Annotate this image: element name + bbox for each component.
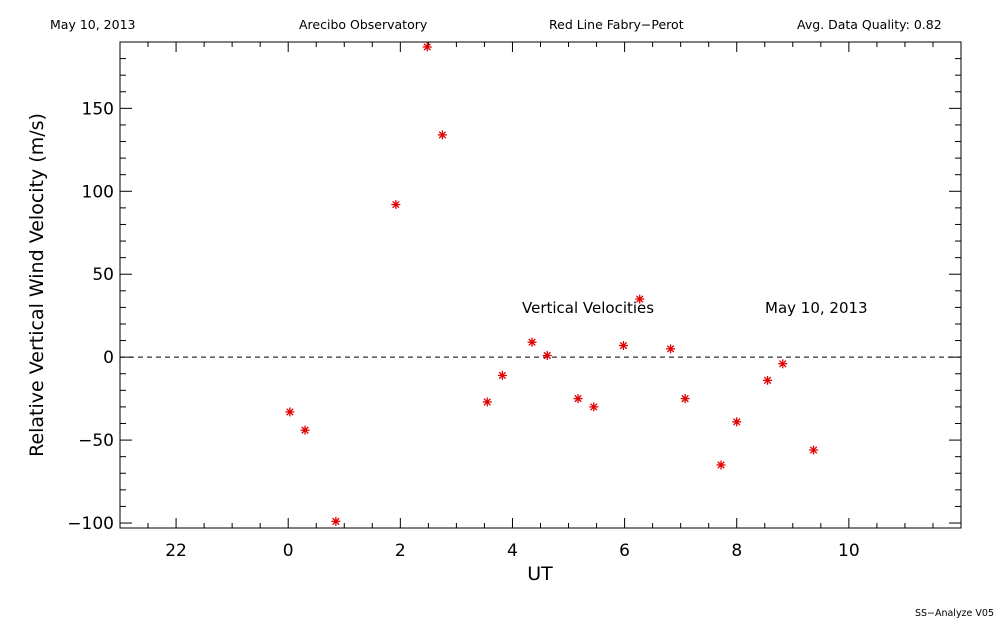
y-tick-label: −50	[78, 431, 114, 451]
x-tick-label: 0	[283, 541, 294, 561]
x-tick-label: 22	[165, 541, 187, 561]
data-point	[680, 394, 690, 404]
data-point	[422, 42, 432, 52]
date-annotation: May 10, 2013	[765, 299, 868, 317]
data-point	[391, 200, 401, 210]
data-point	[763, 375, 773, 385]
x-tick-label: 10	[838, 541, 860, 561]
y-tick-label: −100	[67, 514, 114, 534]
x-tick-label: 2	[395, 541, 406, 561]
x-tick-label: 6	[619, 541, 630, 561]
x-axis-tick-labels: 22 0 2 4 6 8 10	[165, 541, 859, 561]
data-points	[285, 42, 819, 526]
data-point	[716, 460, 726, 470]
data-point	[618, 341, 628, 351]
data-point	[497, 370, 507, 380]
data-point	[666, 344, 676, 354]
axis-ticks	[119, 42, 962, 528]
header-instrument: Red Line Fabry−Perot	[549, 17, 684, 32]
data-point	[482, 397, 492, 407]
data-point	[542, 350, 552, 360]
y-tick-label: 0	[103, 348, 114, 368]
y-tick-label: 150	[82, 99, 114, 119]
header-observatory: Arecibo Observatory	[299, 17, 428, 32]
y-tick-label: 50	[92, 265, 114, 285]
data-point	[589, 402, 599, 412]
y-axis-title: Relative Vertical Wind Velocity (m/s)	[26, 113, 48, 457]
x-axis-title: UT	[527, 563, 553, 585]
x-tick-label: 4	[507, 541, 518, 561]
data-point	[527, 337, 537, 347]
data-point	[285, 407, 295, 417]
data-point	[331, 516, 341, 526]
y-tick-label: 100	[82, 182, 114, 202]
header-date: May 10, 2013	[50, 17, 136, 32]
footer-program-version: SS−Analyze V05	[914, 608, 994, 619]
series-annotation: Vertical Velocities	[522, 299, 654, 317]
data-point	[732, 417, 742, 427]
data-point	[300, 425, 310, 435]
header-quality: Avg. Data Quality: 0.82	[797, 17, 942, 32]
data-point	[573, 394, 583, 404]
data-point	[809, 445, 819, 455]
data-point	[635, 294, 645, 304]
y-axis-tick-labels: −100 −50 0 50 100 150	[67, 99, 114, 534]
data-point	[778, 359, 788, 369]
x-tick-label: 8	[731, 541, 742, 561]
plot-frame	[119, 41, 962, 529]
data-point	[437, 130, 447, 140]
